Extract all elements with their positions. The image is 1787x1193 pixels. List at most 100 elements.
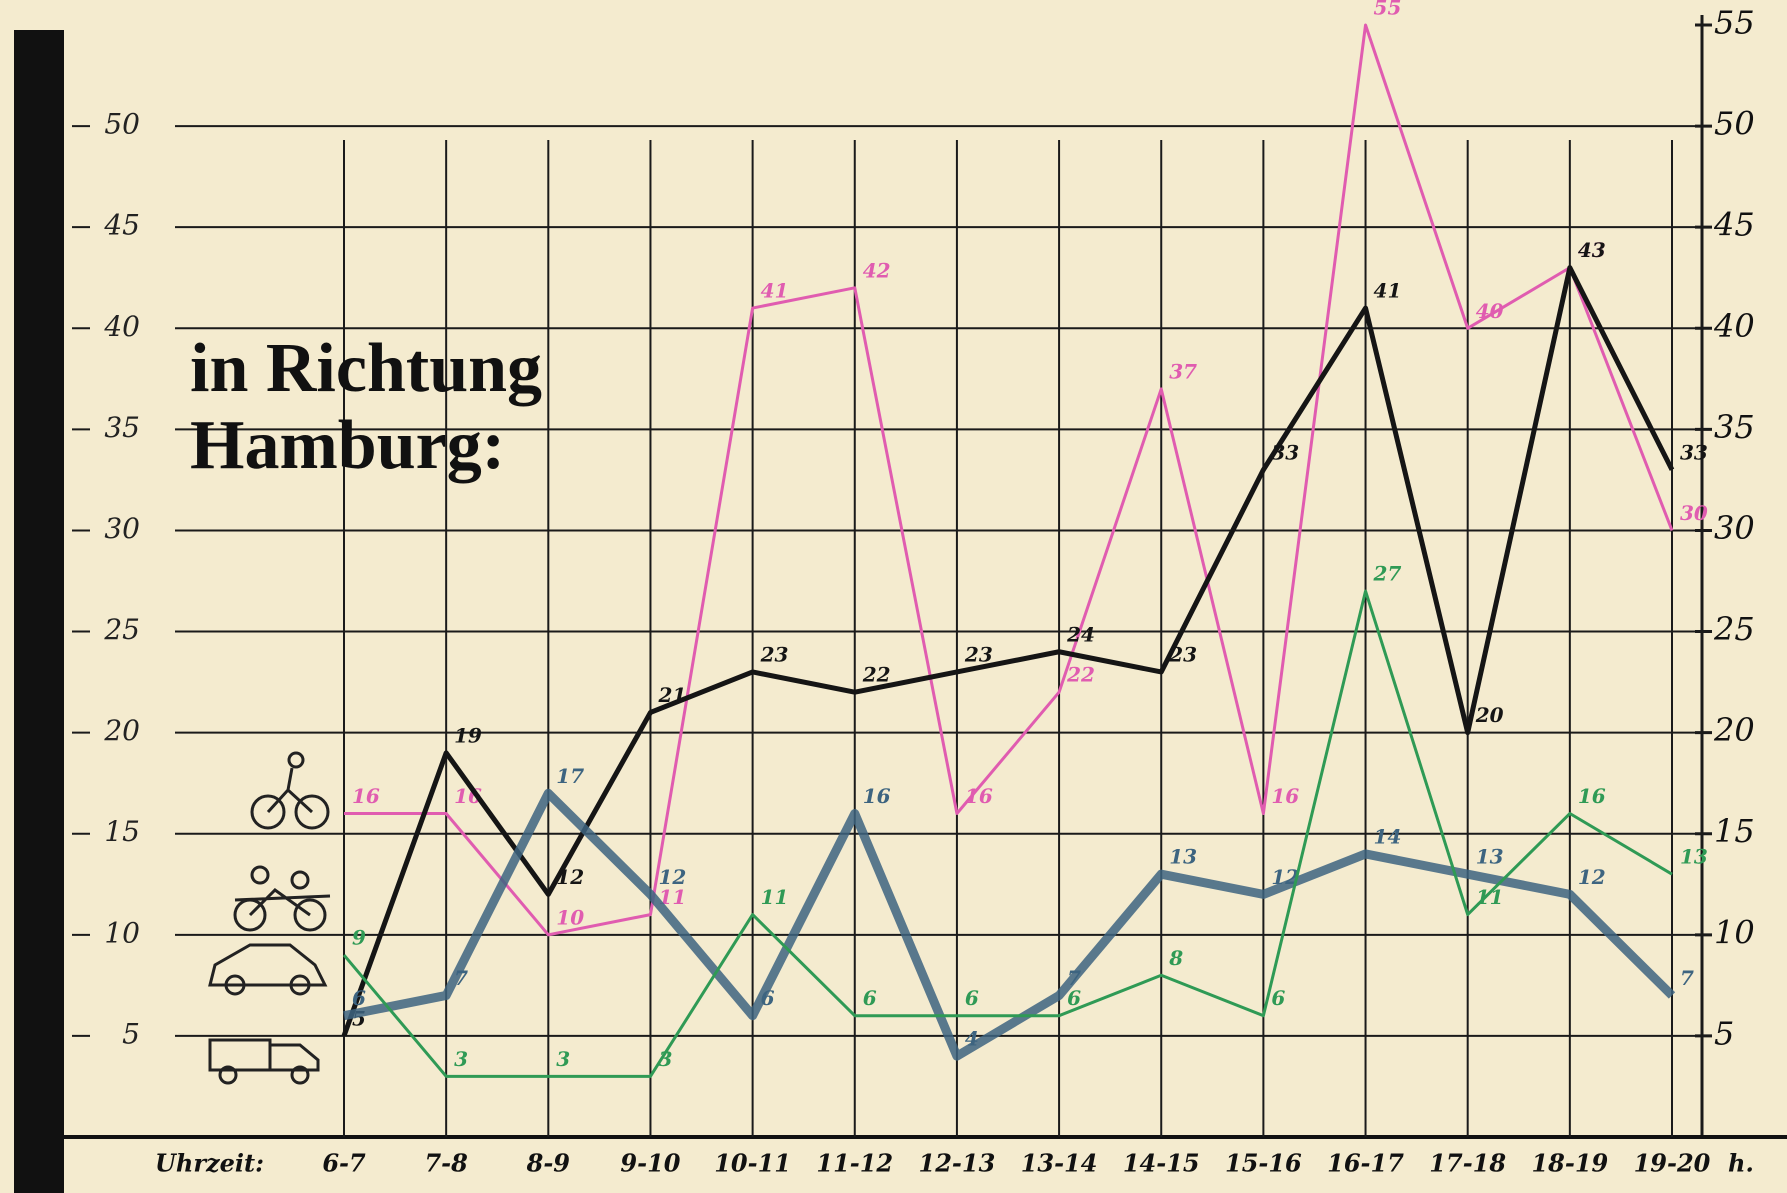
data-label: 19 — [454, 723, 482, 747]
data-label: 14 — [1374, 824, 1402, 848]
x-tick-label: 11-12 — [816, 1149, 893, 1178]
data-label: 12 — [556, 865, 584, 889]
data-label: 24 — [1066, 622, 1095, 646]
data-label: 23 — [1168, 642, 1197, 666]
data-label: 16 — [863, 784, 891, 808]
y-tick-label: 15 — [104, 815, 140, 848]
y-tick-label: 45 — [103, 209, 140, 242]
y2-tick-label: 30 — [1714, 509, 1755, 547]
x-tick-label: 13-14 — [1021, 1149, 1098, 1178]
data-label: 41 — [1374, 279, 1402, 303]
y2-tick-label: 10 — [1714, 913, 1755, 951]
data-label: 55 — [1374, 0, 1402, 20]
data-label: 3 — [454, 1047, 468, 1071]
data-label: 6 — [761, 986, 775, 1010]
y2-tick-label: 35 — [1714, 408, 1755, 446]
data-label: 16 — [352, 784, 380, 808]
data-label: 3 — [658, 1047, 672, 1071]
x-tick-label: 7-8 — [424, 1149, 468, 1178]
data-label: 37 — [1169, 359, 1197, 383]
y2-tick-label: 25 — [1713, 610, 1755, 648]
data-label: 16 — [1271, 784, 1299, 808]
data-line — [342, 589, 1673, 1078]
data-label: 11 — [761, 885, 789, 909]
bicycle-icon — [250, 751, 330, 830]
data-label: 42 — [863, 258, 891, 282]
data-label: 43 — [1578, 238, 1606, 262]
x-axis-label: Uhrzeit: — [155, 1149, 264, 1178]
data-line — [344, 23, 1674, 937]
chart-title: in Richtung Hamburg: — [190, 330, 543, 484]
data-label: 6 — [863, 986, 877, 1010]
data-label: 6 — [1271, 986, 1285, 1010]
motorcycle-icon — [233, 865, 331, 932]
data-label: 20 — [1475, 703, 1504, 727]
x-tick-label: 19-20 — [1634, 1149, 1711, 1178]
y2-tick-label: 40 — [1713, 307, 1755, 345]
data-label: 43 — [1578, 238, 1606, 262]
x-tick-label: 16-17 — [1327, 1149, 1404, 1178]
data-label: 33 — [1271, 440, 1299, 464]
data-label: 17 — [556, 764, 584, 788]
data-label: 33 — [1680, 440, 1708, 464]
data-label: 13 — [1680, 845, 1708, 869]
y-tick-label: 30 — [104, 512, 140, 545]
x-tick-label: 8-9 — [526, 1149, 571, 1178]
data-label: 3 — [556, 1047, 570, 1071]
y-tick-label: 10 — [104, 916, 140, 949]
x-tick-label: 15-16 — [1225, 1149, 1302, 1178]
data-label: 27 — [1373, 562, 1402, 586]
data-label: 23 — [964, 642, 993, 666]
y-tick-label: 35 — [104, 411, 140, 444]
data-label: 4 — [965, 1027, 979, 1051]
y2-tick-label: 50 — [1714, 105, 1755, 143]
data-label: 7 — [1680, 966, 1694, 990]
data-label: 10 — [556, 905, 584, 929]
data-label: 6 — [1067, 986, 1081, 1010]
left-bar — [14, 30, 64, 1193]
y-tick-label: 50 — [104, 108, 140, 141]
y-tick-label: 40 — [103, 310, 140, 343]
y2-tick-label: 15 — [1714, 812, 1755, 850]
y2-tick-label: 20 — [1713, 711, 1755, 749]
data-label: 41 — [761, 279, 789, 303]
data-line — [341, 265, 1675, 1037]
data-label: 6 — [352, 986, 366, 1010]
data-label: 22 — [1066, 663, 1095, 687]
y-tick-label: 25 — [103, 613, 140, 646]
y2-tick-label: 55 — [1714, 4, 1755, 42]
x-tick-label: 10-11 — [714, 1149, 791, 1178]
data-label: 13 — [1169, 845, 1197, 869]
y2-tick-label: 5 — [1714, 1014, 1734, 1052]
data-label: 40 — [1476, 299, 1504, 323]
y-tick-label: 5 — [122, 1017, 140, 1050]
data-label: 7 — [1067, 966, 1081, 990]
data-label: 9 — [352, 926, 366, 950]
x-tick-label: 12-13 — [919, 1149, 996, 1178]
x-tick-label: 17-18 — [1429, 1149, 1506, 1178]
data-label: 30 — [1680, 501, 1708, 525]
data-label: 22 — [862, 663, 891, 687]
y2-tick-label: 45 — [1713, 206, 1755, 244]
data-label: 16 — [1578, 784, 1606, 808]
data-label: 21 — [657, 683, 686, 707]
data-label: 7 — [454, 966, 468, 990]
data-label: 6 — [965, 986, 979, 1010]
x-tick-label: 6-7 — [322, 1149, 366, 1178]
data-label: 12 — [1578, 865, 1606, 889]
x-tick-label: 18-19 — [1531, 1149, 1608, 1178]
x-tick-label: 14-15 — [1123, 1149, 1200, 1178]
data-label: 13 — [1476, 845, 1504, 869]
y-tick-label: 20 — [103, 714, 140, 747]
data-label: 16 — [965, 784, 993, 808]
x-tick-label: 9-10 — [620, 1149, 680, 1178]
truck-icon — [208, 1038, 320, 1085]
data-label: 12 — [658, 865, 686, 889]
data-label: 23 — [760, 642, 789, 666]
legend-icons — [208, 751, 331, 1085]
car-icon — [208, 943, 328, 996]
data-line — [343, 788, 1676, 1061]
data-label: 8 — [1168, 946, 1183, 970]
